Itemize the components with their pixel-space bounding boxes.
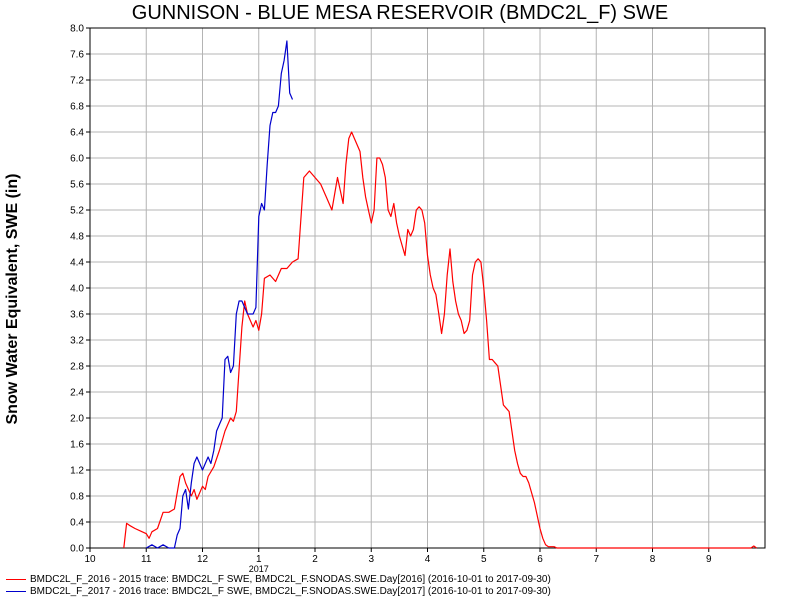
y-tick-label: 6.8 — [70, 102, 84, 113]
chart-title: GUNNISON - BLUE MESA RESERVOIR (BMDC2L_F… — [131, 2, 669, 24]
x-tick-label: 12 — [197, 554, 209, 565]
legend-item-2017: BMDC2L_F_2017 - 2016 trace: BMDC2L_F SWE… — [6, 586, 551, 597]
y-tick-label: 8.0 — [70, 24, 84, 35]
legend-swatch-2016 — [6, 579, 26, 580]
y-tick-label: 3.2 — [70, 336, 84, 347]
legend-label-2017: BMDC2L_F_2017 - 2016 trace: BMDC2L_F SWE… — [30, 586, 551, 597]
y-tick-label: 0.8 — [70, 492, 84, 503]
y-tick-label: 4.4 — [70, 258, 84, 269]
x-tick-label: 8 — [650, 554, 656, 565]
y-tick-label: 4.0 — [70, 284, 84, 295]
y-tick-label: 7.2 — [70, 76, 84, 87]
y-tick-labels: 0.0 0.4 0.8 1.2 1.6 2.0 2.4 2.8 3.2 3.6 4.0 4.4 4.8 5… — [70, 24, 84, 555]
x-tick-label: 2 — [312, 554, 318, 565]
y-tick-label: 2.0 — [70, 414, 84, 425]
y-tick-label: 0.0 — [70, 544, 84, 555]
x-tick-label: 1 — [256, 554, 262, 565]
legend-label-2016: BMDC2L_F_2016 - 2015 trace: BMDC2L_F SWE… — [30, 574, 551, 585]
y-tick-label: 2.8 — [70, 362, 84, 373]
y-tick-label: 5.2 — [70, 206, 84, 217]
plot-border — [89, 27, 766, 549]
y-tick-label: 1.2 — [70, 466, 84, 477]
x-tick-label: 3 — [368, 554, 374, 565]
y-tick-label: 5.6 — [70, 180, 84, 191]
series-line-1 — [146, 40, 294, 549]
plot-frame — [86, 27, 766, 552]
y-tick-label: 4.8 — [70, 232, 84, 243]
y-tick-label: 6.0 — [70, 154, 84, 165]
x-year-label: 2017 — [249, 564, 269, 574]
series-line-0 — [123, 131, 757, 549]
x-tick-label: 10 — [84, 554, 96, 565]
x-tick-label: 11 — [141, 554, 152, 565]
y-tick-label: 0.4 — [70, 518, 84, 529]
x-tick-label: 5 — [481, 554, 487, 565]
grid-lines — [89, 27, 765, 549]
x-tick-label: 4 — [425, 554, 431, 565]
x-tick-label: 9 — [706, 554, 712, 565]
y-tick-label: 2.4 — [70, 388, 84, 399]
y-tick-label: 6.4 — [70, 128, 84, 139]
legend-item-2016: BMDC2L_F_2016 - 2015 trace: BMDC2L_F SWE… — [6, 574, 551, 585]
x-tick-label: 6 — [537, 554, 543, 565]
y-tick-label: 7.6 — [70, 50, 84, 61]
y-tick-label: 1.6 — [70, 440, 84, 451]
x-tick-label: 7 — [593, 554, 599, 565]
legend-swatch-2017 — [6, 591, 26, 592]
series-lines — [123, 40, 757, 549]
y-tick-label: 3.6 — [70, 310, 84, 321]
